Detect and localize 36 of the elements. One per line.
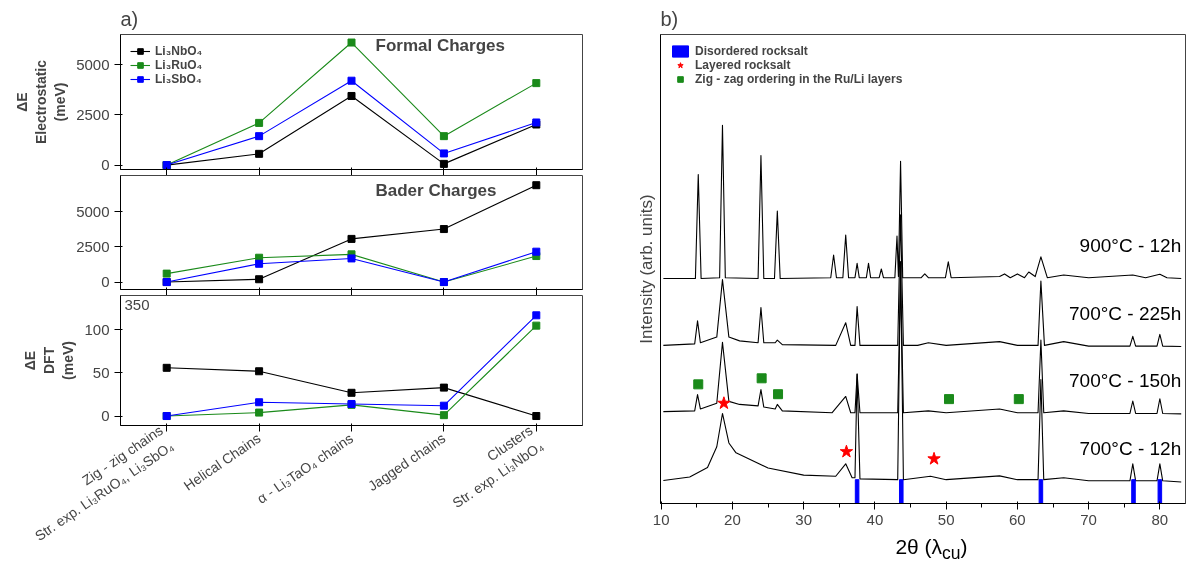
- x-tick-label: 80: [1151, 510, 1169, 528]
- legend-label: Layered rocksalt: [695, 58, 791, 72]
- legend-label: Li₃SbO₄: [155, 72, 202, 86]
- x-tick-label: 60: [1009, 510, 1026, 528]
- annotation: 350: [124, 295, 150, 313]
- y-tick-label: 2500: [76, 237, 110, 255]
- y-tick-label: 0: [101, 407, 110, 425]
- series-label: 900°C - 12h: [1079, 234, 1182, 256]
- y-axis-title: ΔE Electrostatic (meV): [13, 59, 69, 145]
- y-tick-label: 0: [101, 156, 110, 174]
- legend-label: Disordered rocksalt: [695, 44, 808, 58]
- x-tick-label: 70: [1080, 510, 1097, 528]
- y-tick-label: 50: [92, 363, 110, 381]
- y-tick-label: 5000: [76, 202, 110, 220]
- legend-label: Li₃NbO₄: [155, 44, 203, 58]
- annotation: Bader Charges: [375, 180, 497, 200]
- x-axis-title: 2θ (λ$_{cu}$): [895, 534, 968, 561]
- series-label: 700°C - 225h: [1069, 302, 1182, 324]
- y-axis-title: Intensity (arb. units): [636, 194, 656, 344]
- y-tick-label: 2500: [76, 105, 110, 123]
- legend-label: Zig - zag ordering in the Ru/Li layers: [695, 72, 903, 86]
- chart-title: b): [660, 7, 679, 30]
- x-tick-label: 30: [795, 510, 813, 528]
- chart-title: a): [120, 7, 139, 30]
- y-tick-label: 0: [101, 273, 110, 291]
- series-label: 700°C - 150h: [1069, 370, 1182, 392]
- y-tick-label: 100: [84, 320, 110, 338]
- x-tick-label: 20: [724, 510, 741, 528]
- series-label: 700°C - 12h: [1079, 438, 1182, 460]
- y-axis-title: ΔE DFT (meV): [22, 341, 77, 380]
- y-tick-label: 5000: [76, 55, 110, 73]
- x-tick-label: 10: [652, 510, 670, 528]
- legend-label: Li₃RuO₄: [155, 58, 203, 72]
- x-tick-label: 40: [866, 510, 884, 528]
- x-tick-label: 50: [937, 510, 955, 528]
- annotation: Formal Charges: [375, 35, 505, 55]
